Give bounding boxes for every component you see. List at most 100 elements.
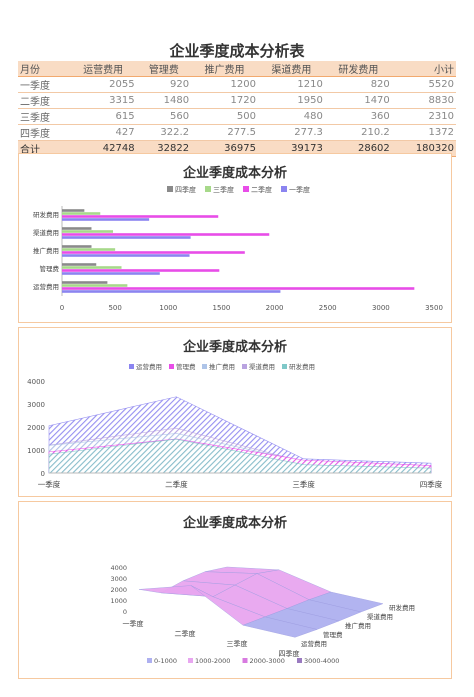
table-header-row: 月份 运营费用 管理费 推广费用 渠道费用 研发费用 小计 (18, 61, 456, 77)
bar (62, 266, 122, 269)
table-total-row: 合计 42748 32822 36975 39173 28602 180320 (18, 140, 456, 157)
table-cell: 360 (324, 108, 392, 125)
table-cell: 39173 (257, 140, 325, 157)
table-cell: 560 (136, 108, 192, 125)
bar (62, 212, 101, 215)
chart-title: 企业季度成本分析 (182, 516, 287, 531)
chart-title: 企业季度成本分析 (182, 340, 287, 355)
legend-label: 三季度 (213, 185, 234, 194)
table-row: 一季度 2055 920 1200 1210 820 5520 (18, 76, 456, 93)
x-tick-label: 2000 (266, 304, 284, 312)
bar-chart-panel: 企业季度成本分析 四季度 三季度 二季度 一季度 0 500 1000 1500 2000 250… (18, 153, 452, 323)
bar (62, 272, 160, 275)
cost-table: 月份 运营费用 管理费 推广费用 渠道费用 研发费用 小计 一季度 2055 9… (18, 61, 456, 157)
depth-tick-label: 研发费用 (389, 603, 415, 612)
legend-label: 一季度 (289, 185, 310, 194)
column-header: 研发费用 (324, 61, 392, 77)
y-tick-label: 渠道费用 (33, 228, 59, 237)
table-cell: 1470 (324, 92, 392, 109)
page-title: 企业季度成本分析表 (169, 42, 305, 60)
legend-swatch (202, 364, 207, 369)
legend-swatch (129, 364, 134, 369)
legend-label: 运营费用 (136, 362, 162, 371)
x-tick-label: 1000 (159, 304, 177, 312)
z-tick-label: 0 (123, 608, 127, 616)
table-cell: 277.5 (191, 124, 258, 141)
table-cell: 1480 (136, 92, 192, 109)
x-tick-label: 一季度 (38, 479, 61, 489)
table-row: 四季度 427 322.2 277.5 277.3 210.2 1372 (18, 124, 456, 141)
y-tick-label: 运营费用 (33, 282, 59, 291)
y-tick-label: 3000 (27, 401, 45, 409)
table-cell: 5520 (391, 76, 456, 93)
table-row: 二季度 3315 1480 1720 1950 1470 8830 (18, 92, 456, 109)
z-tick-label: 3000 (110, 575, 127, 583)
legend-swatch (297, 658, 302, 663)
x-tick-label: 0 (60, 304, 64, 312)
y-tick-label: 4000 (27, 378, 45, 386)
legend-swatch (243, 186, 249, 192)
bar (62, 263, 97, 266)
table-cell: 8830 (391, 92, 456, 109)
table-cell: 三季度 (18, 108, 70, 125)
legend-label: 推广费用 (209, 362, 235, 371)
table-cell: 920 (136, 76, 192, 93)
table-cell: 四季度 (18, 124, 70, 141)
table-cell: 427 (69, 124, 137, 141)
bar (62, 218, 150, 221)
z-tick-label: 4000 (110, 564, 127, 572)
surface-chart: 0 1000 2000 3000 4000 一季度二季度三季度四季度运营费用管理费推广费用… (110, 564, 415, 665)
column-header: 月份 (18, 61, 70, 77)
table-cell: 1200 (191, 76, 258, 93)
depth-tick-label: 管理费 (323, 630, 343, 639)
table-cell: 210.2 (324, 124, 392, 141)
y-tick-label: 管理费 (40, 264, 60, 273)
x-tick-label: 500 (108, 304, 121, 312)
chart-title: 企业季度成本分析 (182, 166, 287, 181)
legend-swatch (242, 364, 247, 369)
bar (62, 254, 190, 257)
legend-label: 研发费用 (289, 362, 315, 371)
table-cell: 480 (257, 108, 325, 125)
column-header: 管理费 (136, 61, 192, 77)
legend-label: 管理费 (176, 362, 196, 371)
column-header: 渠道费用 (257, 61, 325, 77)
table-cell: 322.2 (136, 124, 192, 141)
table-cell: 一季度 (18, 76, 70, 93)
bar (62, 248, 116, 251)
bar (62, 209, 85, 212)
table-cell: 3315 (69, 92, 137, 109)
bar (62, 269, 220, 272)
legend-label: 四季度 (175, 185, 196, 194)
table-cell: 615 (69, 108, 137, 125)
legend-label: 2000-3000 (250, 657, 285, 665)
table-cell: 2310 (391, 108, 456, 125)
table-cell: 500 (191, 108, 258, 125)
bar (62, 281, 108, 284)
table-cell: 二季度 (18, 92, 70, 109)
bar (62, 215, 219, 218)
legend-swatch (242, 658, 248, 663)
bar-chart: 四季度 三季度 二季度 一季度 0 500 1000 1500 2000 2500 3000 3500… (33, 185, 443, 312)
table-cell: 28602 (324, 140, 392, 157)
y-tick-label: 0 (41, 470, 45, 478)
x-tick-label: 2500 (319, 304, 337, 312)
table-cell: 42748 (69, 140, 137, 157)
area-chart-panel: 企业季度成本分析 运营费用 管理费 推广费用 渠道费用 研发费用 0 1000 2000 300… (18, 327, 452, 497)
bar (62, 230, 114, 233)
column-header: 小计 (391, 61, 456, 77)
z-tick-label: 1000 (110, 597, 127, 605)
bar (62, 245, 92, 248)
surface-patch (242, 616, 318, 638)
table-cell: 820 (324, 76, 392, 93)
x-tick-label: 一季度 (123, 619, 144, 628)
table-cell: 277.3 (257, 124, 325, 141)
bar (62, 227, 92, 230)
table-cell: 32822 (136, 140, 192, 157)
legend-swatch (147, 658, 152, 663)
x-tick-label: 三季度 (292, 479, 315, 489)
legend-swatch (167, 186, 173, 192)
x-tick-label: 3500 (425, 304, 443, 312)
bar (62, 287, 415, 290)
area-chart: 运营费用 管理费 推广费用 渠道费用 研发费用 0 1000 2000 3000 4000 一季度 二… (27, 362, 443, 489)
